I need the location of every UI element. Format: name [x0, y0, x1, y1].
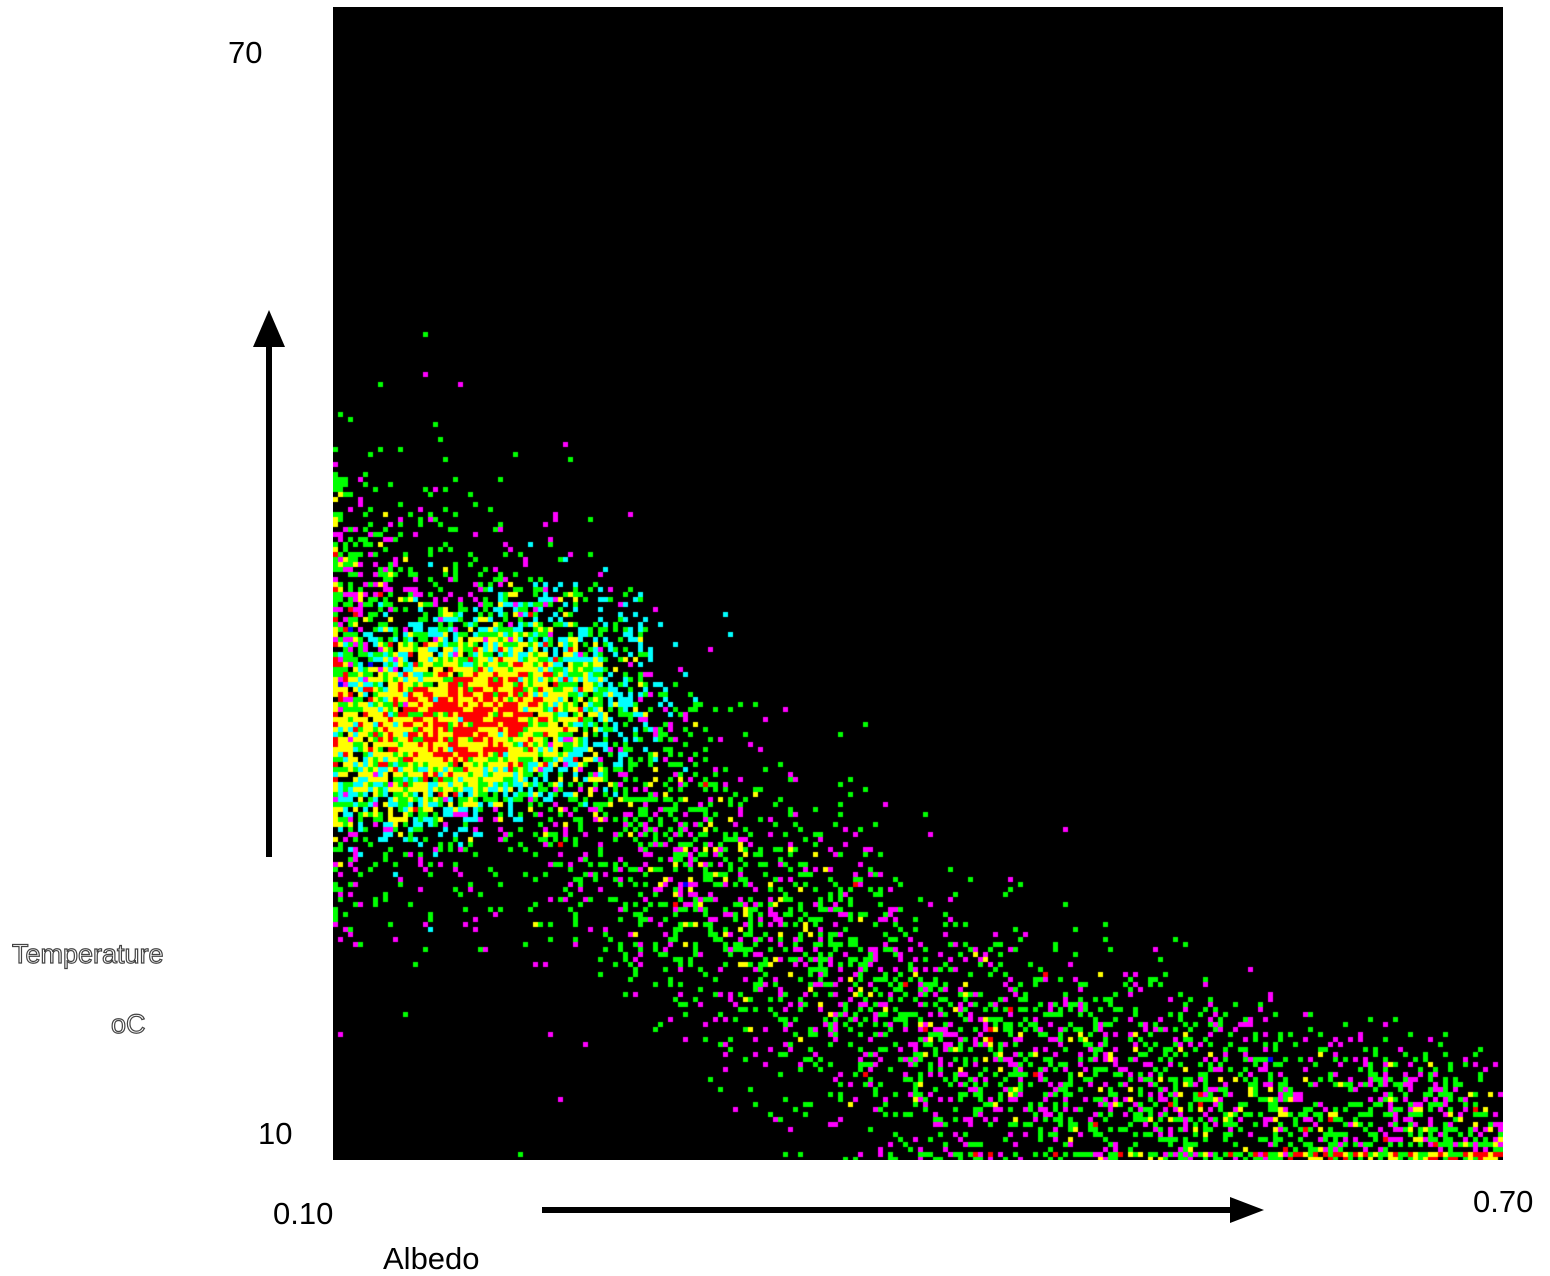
x-axis-label: Albedo [383, 1241, 480, 1276]
y-axis-unit-label: oC [110, 1009, 146, 1039]
y-max-tick-label: 70 [228, 35, 263, 70]
x-max-tick-label: 0.70 [1473, 1184, 1534, 1219]
x-min-tick-label: 0.10 [273, 1196, 334, 1231]
y-min-tick-label: 10 [258, 1116, 293, 1151]
y-axis-label: Temperature [11, 939, 164, 969]
density-heatmap [333, 7, 1503, 1160]
y-axis-arrow [253, 310, 285, 857]
x-axis-arrow [542, 1197, 1264, 1223]
